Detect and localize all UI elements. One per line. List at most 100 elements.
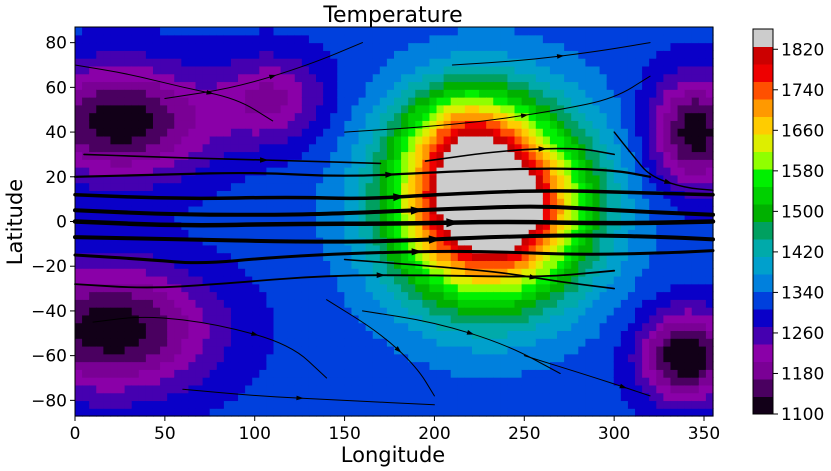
- heatmap-cell: [549, 50, 558, 59]
- heatmap-cell: [344, 268, 353, 277]
- heatmap-cell: [521, 291, 530, 300]
- heatmap-cell: [401, 268, 409, 277]
- heatmap-cell: [429, 174, 438, 184]
- heatmap-cell: [691, 135, 700, 145]
- x-axis: 0 50 100 150 200 250 300 350: [70, 416, 720, 444]
- heatmap-cell: [521, 252, 530, 261]
- heatmap-cell: [167, 283, 175, 293]
- heatmap-cell: [160, 50, 168, 59]
- heatmap-cell: [209, 338, 218, 347]
- heatmap-cell: [266, 377, 275, 386]
- heatmap-cell: [351, 377, 360, 386]
- heatmap-cell: [372, 322, 381, 332]
- heatmap-cell: [471, 58, 480, 67]
- heatmap-cell: [372, 345, 381, 355]
- heatmap-cell: [138, 50, 147, 59]
- heatmap-cell: [471, 128, 480, 137]
- heatmap-cell: [599, 400, 608, 409]
- heatmap-cell: [401, 174, 409, 184]
- heatmap-cell: [181, 275, 190, 285]
- heatmap-cell: [89, 299, 97, 308]
- heatmap-cell: [408, 283, 416, 293]
- heatmap-cell: [642, 198, 650, 207]
- heatmap-cell: [514, 392, 523, 402]
- heatmap-cell: [252, 400, 260, 409]
- heatmap-cell: [471, 27, 480, 36]
- heatmap-cell: [337, 299, 345, 308]
- heatmap-cell: [245, 345, 253, 355]
- heatmap-cell: [627, 229, 636, 238]
- heatmap-cell: [280, 27, 289, 36]
- heatmap-cell: [691, 361, 700, 370]
- heatmap-cell: [684, 143, 693, 153]
- heatmap-cell: [308, 167, 317, 176]
- heatmap-cell: [273, 104, 282, 114]
- heatmap-cell: [117, 97, 126, 106]
- heatmap-cell: [649, 213, 657, 223]
- heatmap-cell: [677, 143, 686, 153]
- heatmap-cell: [138, 299, 147, 308]
- heatmap-cell: [160, 275, 168, 285]
- heatmap-cell: [358, 73, 367, 83]
- heatmap-cell: [280, 244, 289, 254]
- heatmap-cell: [401, 128, 409, 137]
- heatmap-cell: [308, 190, 317, 199]
- heatmap-cell: [705, 244, 714, 254]
- heatmap-cell: [677, 392, 686, 402]
- colorbar-frame: [752, 28, 774, 415]
- heatmap-cell: [571, 299, 579, 308]
- heatmap-cell: [89, 345, 97, 355]
- heatmap-cell: [486, 120, 494, 129]
- heatmap-cell: [642, 50, 650, 59]
- heatmap-cell: [230, 50, 239, 59]
- heatmap-cell: [287, 268, 296, 277]
- heatmap-cell: [627, 338, 636, 347]
- heatmap-cell: [301, 307, 310, 316]
- heatmap-cell: [698, 167, 707, 176]
- heatmap-cell: [408, 42, 416, 51]
- heatmap-cell: [75, 291, 83, 300]
- heatmap-cell: [408, 34, 416, 44]
- heatmap-cell: [464, 159, 473, 168]
- heatmap-cell: [514, 330, 523, 339]
- heatmap-cell: [635, 345, 643, 355]
- heatmap-cell: [599, 120, 608, 129]
- heatmap-cell: [486, 221, 494, 230]
- heatmap-cell: [620, 361, 629, 370]
- heatmap-cell: [386, 143, 395, 153]
- heatmap-cell: [450, 275, 459, 285]
- heatmap-cell: [301, 65, 310, 75]
- heatmap-cell: [386, 213, 395, 223]
- heatmap-cell: [365, 198, 374, 207]
- heatmap-cell: [117, 307, 126, 316]
- heatmap-cell: [308, 97, 317, 106]
- heatmap-cell: [677, 159, 686, 168]
- heatmap-cell: [514, 213, 523, 223]
- heatmap-cell: [585, 42, 594, 51]
- heatmap-cell: [308, 34, 317, 44]
- heatmap-cell: [96, 322, 104, 332]
- heatmap-cell: [230, 128, 239, 137]
- heatmap-cell: [620, 81, 629, 90]
- heatmap-cell: [528, 58, 537, 67]
- heatmap-cell: [578, 97, 586, 106]
- heatmap-cell: [238, 42, 246, 51]
- heatmap-cell: [202, 34, 211, 44]
- heatmap-cell: [450, 151, 459, 160]
- heatmap-cell: [429, 143, 438, 153]
- heatmap-cell: [500, 275, 509, 285]
- heatmap-cell: [181, 408, 190, 417]
- heatmap-cell: [507, 229, 516, 238]
- heatmap-cell: [266, 167, 275, 176]
- heatmap-cell: [145, 299, 154, 308]
- heatmap-cell: [365, 81, 374, 90]
- heatmap-cell: [117, 408, 126, 417]
- heatmap-cell: [592, 229, 601, 238]
- heatmap-cell: [75, 400, 83, 409]
- heatmap-cell: [110, 143, 119, 153]
- heatmap-cell: [408, 229, 416, 238]
- y-tick-label: 20: [45, 168, 67, 188]
- heatmap-cell: [75, 377, 83, 386]
- heatmap-cell: [202, 283, 211, 293]
- heatmap-cell: [145, 104, 154, 114]
